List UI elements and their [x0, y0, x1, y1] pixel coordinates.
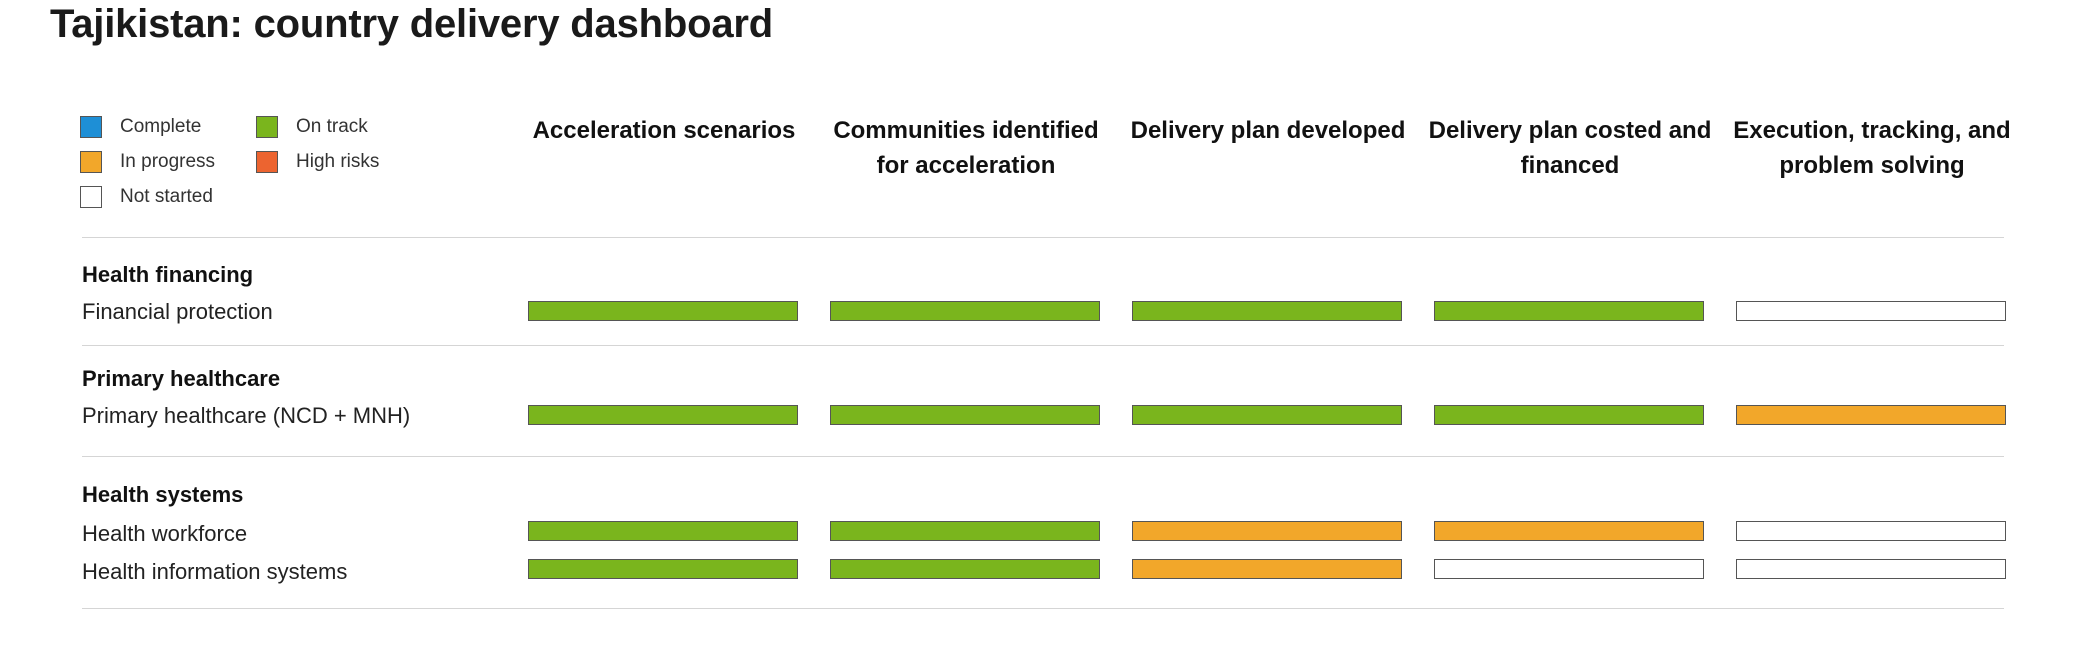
- status-bar-in-progress: [1736, 405, 2006, 425]
- status-bar-on-track: [830, 521, 1100, 541]
- status-bar-on-track: [1434, 405, 1704, 425]
- legend-swatch-high-risks: [256, 151, 278, 173]
- column-header-execution-tracking: Execution, tracking, and problem solving: [1733, 117, 2011, 179]
- group-title-health-financing: Health financing: [82, 262, 254, 287]
- page-title: Tajikistan: country delivery dashboard: [50, 2, 773, 46]
- legend-label: In progress: [120, 151, 216, 172]
- status-bar-on-track: [528, 521, 798, 541]
- divider: [82, 456, 2004, 457]
- status-bar-not-started: [1736, 521, 2006, 541]
- status-bar-in-progress: [1434, 521, 1704, 541]
- status-bar-on-track: [830, 301, 1100, 321]
- divider: [82, 237, 2004, 238]
- status-bar-not-started: [1736, 301, 2006, 321]
- status-bar-on-track: [1132, 301, 1402, 321]
- legend-item-high-risks: High risks: [256, 151, 379, 173]
- legend-item-not-started: Not started: [80, 186, 213, 208]
- legend-item-complete: Complete: [80, 116, 201, 138]
- column-header-delivery-plan-costed: Delivery plan costed and financed: [1428, 117, 1712, 179]
- legend-swatch-not-started: [80, 186, 102, 208]
- legend-item-in-progress: In progress: [80, 151, 215, 173]
- status-bar-on-track: [830, 405, 1100, 425]
- status-bar-on-track: [830, 559, 1100, 579]
- divider: [82, 608, 2004, 609]
- status-bar-in-progress: [1132, 521, 1402, 541]
- legend-label: High risks: [296, 151, 380, 172]
- legend-item-on-track: On track: [256, 116, 368, 138]
- legend-swatch-on-track: [256, 116, 278, 138]
- row-label-financial-protection: Financial protection: [82, 299, 273, 324]
- group-title-health-systems: Health systems: [82, 482, 244, 507]
- row-label-health-information-systems: Health information systems: [82, 559, 348, 584]
- legend-label: Complete: [120, 116, 202, 137]
- legend-swatch-complete: [80, 116, 102, 138]
- divider: [82, 345, 2004, 346]
- legend-swatch-in-progress: [80, 151, 102, 173]
- group-title-primary-healthcare: Primary healthcare: [82, 366, 281, 391]
- status-bar-on-track: [528, 301, 798, 321]
- column-header-acceleration-scenarios: Acceleration scenarios: [532, 117, 796, 144]
- row-label-health-workforce: Health workforce: [82, 521, 248, 546]
- status-bar-in-progress: [1132, 559, 1402, 579]
- column-header-communities-identified: Communities identified for acceleration: [833, 117, 1099, 179]
- status-bar-on-track: [528, 405, 798, 425]
- row-label-primary-healthcare: Primary healthcare (NCD + MNH): [82, 403, 411, 428]
- status-bar-on-track: [1132, 405, 1402, 425]
- status-bar-on-track: [1434, 301, 1704, 321]
- legend-label: On track: [296, 116, 368, 137]
- status-bar-not-started: [1736, 559, 2006, 579]
- legend-label: Not started: [120, 186, 213, 207]
- column-header-delivery-plan-developed: Delivery plan developed: [1130, 117, 1406, 144]
- status-bar-not-started: [1434, 559, 1704, 579]
- status-bar-on-track: [528, 559, 798, 579]
